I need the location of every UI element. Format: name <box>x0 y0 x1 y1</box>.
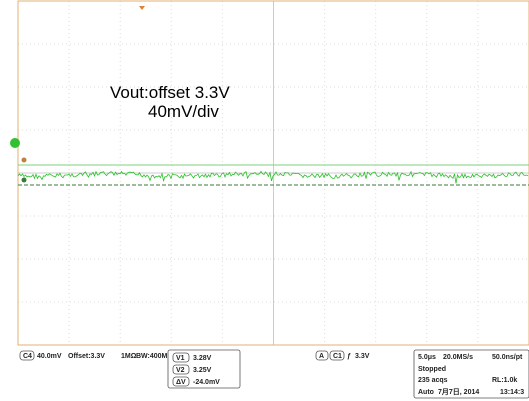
badge <box>329 350 345 361</box>
cursor-value: -24.0mV <box>193 379 220 386</box>
time: 13:14:3 <box>500 389 524 396</box>
trigger-source: C1 <box>333 353 342 360</box>
cursor-label: V1 <box>176 355 185 362</box>
trigger-mode: A <box>319 353 324 360</box>
acq-count: 235 acqs <box>418 377 448 384</box>
cursor-value: 3.28V <box>193 355 212 362</box>
time-scale: 5.0μs <box>418 354 436 361</box>
trigger-slope: ƒ <box>347 353 351 360</box>
waveform <box>17 170 529 184</box>
channel-scale: 40.0mV <box>37 353 62 360</box>
badge <box>315 350 329 361</box>
resolution: 50.0ns/pt <box>492 354 523 361</box>
graticule-border <box>17 0 529 346</box>
badge <box>172 376 190 387</box>
bandwidth: BW:400M <box>136 353 168 360</box>
badge <box>172 352 190 363</box>
cursor-label: V2 <box>176 367 185 374</box>
channel-offset: Offset:3.3V <box>68 353 105 360</box>
status-bar: C4 40.0mV Offset:3.3V 1MΩ BW:400M V1 3.28… <box>19 349 529 399</box>
cursor-label: ΔV <box>176 379 186 386</box>
trigger-level: 3.3V <box>355 353 370 360</box>
badge <box>19 350 35 361</box>
acq-state: Stopped <box>418 366 446 373</box>
date: 7月7日, 2014 <box>438 388 479 396</box>
trigger-type: Auto <box>418 389 434 396</box>
sample-rate: 20.0MS/s <box>443 354 473 361</box>
trigger-position <box>139 6 145 10</box>
annotation: 40mV/div <box>148 102 219 121</box>
annotation: Vout:offset 3.3V <box>110 83 230 102</box>
timebase-panel <box>413 349 529 399</box>
cursor-marker <box>21 177 27 183</box>
graticule <box>18 1 529 345</box>
record-length: RL:1.0k <box>492 377 517 384</box>
channel-marker <box>10 138 20 148</box>
badge <box>172 364 190 375</box>
cursor-marker <box>21 157 27 163</box>
channel-badge: C4 <box>23 353 32 360</box>
impedance: 1MΩ <box>121 353 137 360</box>
cursor-value: 3.25V <box>193 367 212 374</box>
